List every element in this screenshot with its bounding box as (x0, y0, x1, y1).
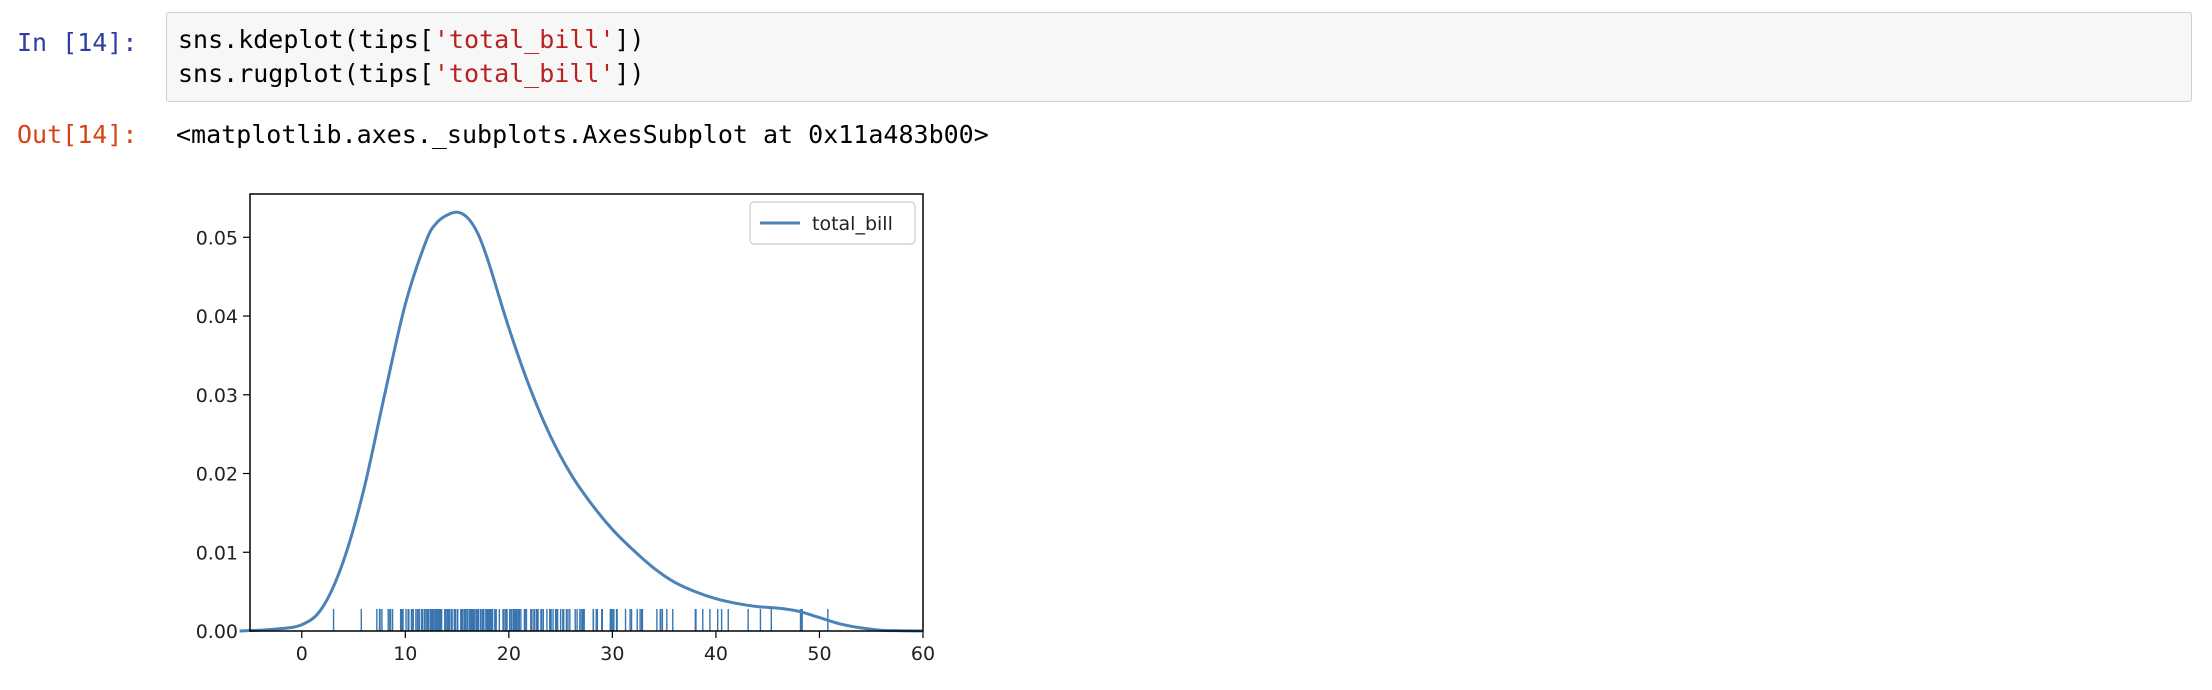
y-tick-label: 0.00 (196, 621, 238, 643)
code-text: sns.rugplot(tips[ (178, 59, 434, 88)
legend-box (749, 201, 916, 245)
legend-label: total_bill (812, 213, 893, 235)
x-tick-label: 0 (296, 643, 308, 665)
kde-rug-plot: 0.00 0.01 0.02 0.03 0.04 0.05 0 10 20 30 40 50 60 t… (196, 193, 935, 665)
x-tick-label: 40 (704, 643, 728, 665)
code-line-2: sns.rugplot(tips['total_bill']) (178, 57, 2180, 91)
plot-output: 0.00 0.01 0.02 0.03 0.04 0.05 0 10 20 30 40 50 60 t… (166, 180, 936, 680)
x-tick-label: 10 (393, 643, 417, 665)
code-text: ]) (614, 25, 645, 54)
code-text: ]) (614, 59, 645, 88)
x-tick-label: 60 (911, 643, 935, 665)
code-text: sns.kdeplot(tips[ (178, 25, 434, 54)
x-tick-label: 20 (497, 643, 521, 665)
x-tick-label: 30 (600, 643, 624, 665)
x-tick-label: 50 (807, 643, 831, 665)
code-line-1: sns.kdeplot(tips['total_bill']) (178, 23, 2180, 57)
y-tick-label: 0.03 (196, 385, 238, 407)
code-string: 'total_bill' (433, 59, 615, 88)
kde-line (239, 210, 924, 633)
output-prompt: Out[14]: (17, 120, 138, 149)
code-input-area[interactable]: sns.kdeplot(tips['total_bill']) sns.rugp… (166, 12, 2192, 102)
output-text: <matplotlib.axes._subplots.AxesSubplot a… (176, 120, 989, 149)
axes-frame (249, 193, 924, 632)
legend: total_bill (749, 201, 916, 245)
input-prompt: In [14]: (17, 28, 138, 57)
code-string: 'total_bill' (433, 25, 615, 54)
y-tick-label: 0.02 (196, 464, 238, 486)
y-tick-label: 0.04 (196, 306, 238, 328)
y-tick-label: 0.05 (196, 227, 238, 249)
y-tick-label: 0.01 (196, 542, 238, 564)
